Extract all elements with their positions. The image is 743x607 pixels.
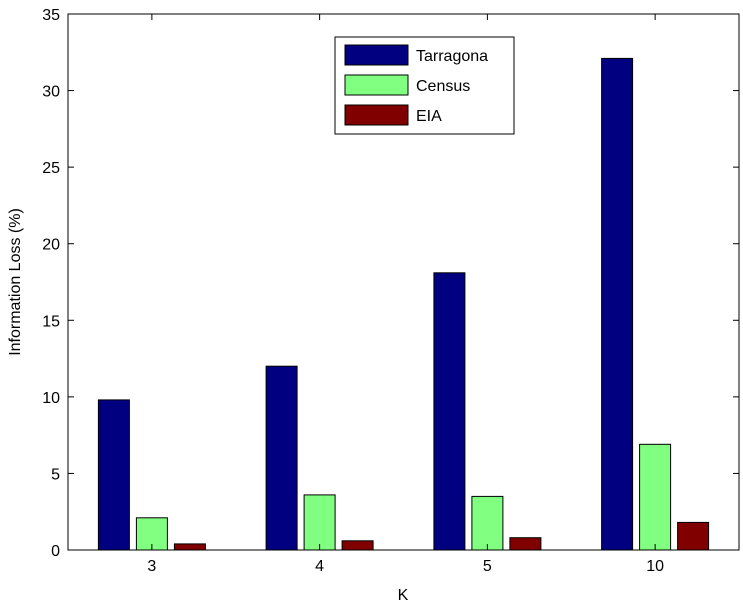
y-axis-title: Information Loss (%) — [7, 208, 24, 356]
bar-eia-5 — [509, 537, 542, 551]
y-tick-label: 25 — [42, 160, 60, 177]
x-tick-label: 3 — [147, 558, 156, 575]
legend-label-tarragona: Tarragona — [416, 48, 488, 65]
bar-group — [97, 57, 710, 551]
y-tick-label: 0 — [51, 543, 60, 560]
legend-swatch-tarragona — [344, 44, 409, 66]
x-tick-label: 10 — [646, 558, 664, 575]
bar-eia-3 — [173, 543, 206, 551]
legend-swatch-eia — [344, 104, 409, 126]
axes: 0 5 10 15 20 25 30 35 3 4 5 10 — [42, 7, 739, 575]
bar-tarragona-3 — [97, 399, 130, 551]
legend-label-eia: EIA — [416, 108, 442, 125]
x-axis-title: K — [398, 587, 409, 604]
y-tick-label: 5 — [51, 466, 60, 483]
y-tick-label: 20 — [42, 237, 60, 254]
x-tick-label: 4 — [315, 558, 324, 575]
bar-census-10 — [639, 443, 672, 551]
bar-tarragona-5 — [433, 272, 466, 551]
bar-tarragona-4 — [265, 365, 298, 551]
y-tick-label: 10 — [42, 390, 60, 407]
bar-tarragona-10 — [601, 57, 634, 551]
legend-label-census: Census — [416, 78, 470, 95]
bar-census-4 — [303, 494, 336, 551]
legend-swatch-census — [344, 74, 409, 96]
x-tick-label: 5 — [483, 558, 492, 575]
legend: Tarragona Census EIA — [334, 36, 515, 135]
y-tick-label: 30 — [42, 84, 60, 101]
bar-eia-10 — [677, 521, 710, 551]
y-tick-label: 35 — [42, 7, 60, 24]
bar-census-5 — [471, 495, 504, 551]
y-tick-label: 15 — [42, 313, 60, 330]
bar-eia-4 — [341, 540, 374, 551]
